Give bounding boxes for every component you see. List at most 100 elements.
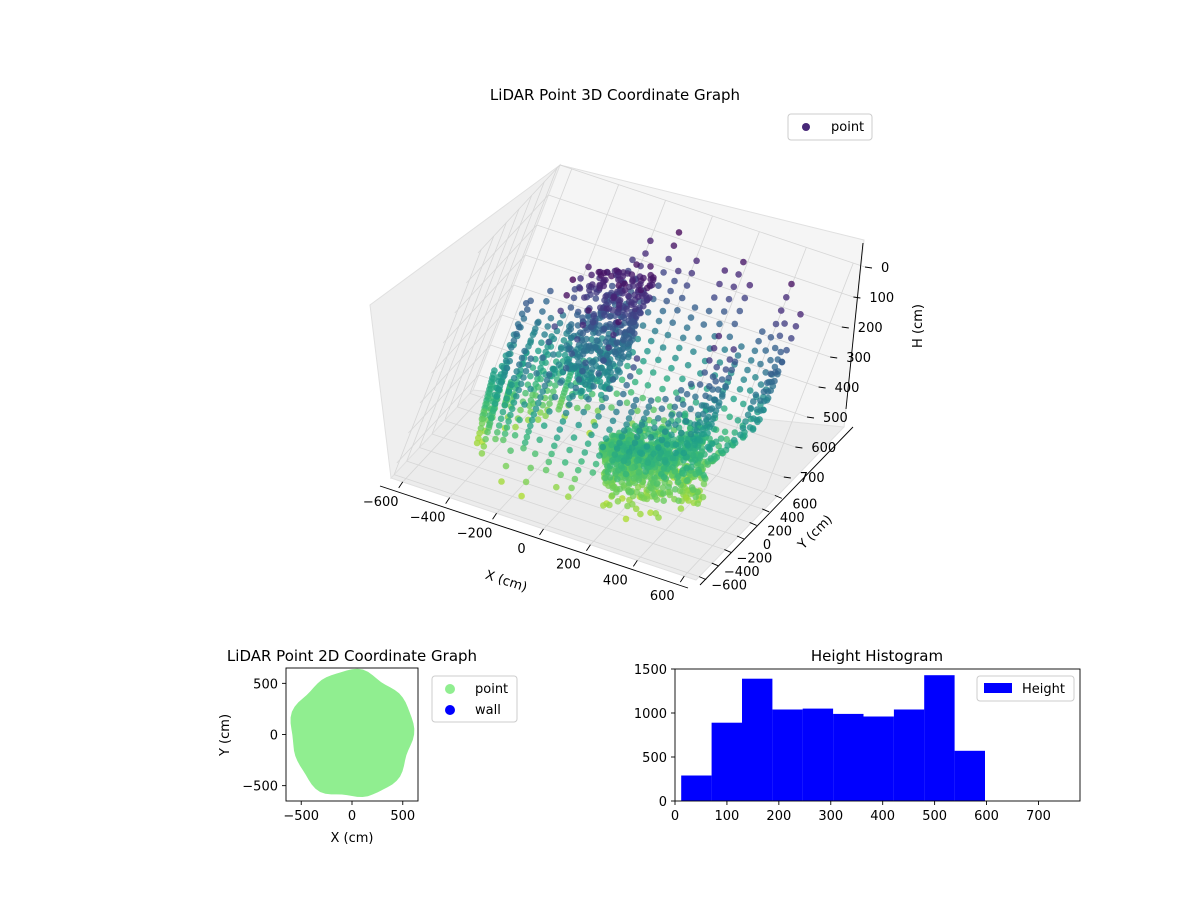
- x-tick-label: −200: [457, 526, 493, 541]
- lidar-point: [723, 436, 730, 443]
- histogram-y-tick-label: 1000: [634, 707, 667, 722]
- lidar-point: [606, 474, 614, 481]
- lidar-point: [640, 415, 648, 423]
- y-tick: [749, 522, 757, 526]
- lidar-point: [560, 337, 568, 344]
- lidar-point: [616, 360, 624, 367]
- lidar-point: [665, 420, 672, 427]
- lidar-point: [647, 484, 655, 492]
- z-tick-label: 500: [823, 411, 848, 426]
- lidar-point: [614, 455, 622, 463]
- z-gridline-back: [559, 164, 866, 268]
- lidar-point: [645, 403, 653, 411]
- lidar-point: [596, 348, 604, 356]
- lidar-point: [655, 444, 662, 451]
- lidar-point: [704, 429, 711, 437]
- lidar-point: [597, 383, 605, 390]
- lidar-point: [537, 394, 544, 401]
- lidar-point: [663, 297, 670, 305]
- lidar-point: [606, 426, 613, 434]
- lidar-point: [566, 401, 573, 408]
- lidar-point: [737, 431, 744, 439]
- 2d-x-tick-label: −500: [283, 809, 319, 824]
- z-gridline-side: [454, 224, 538, 314]
- lidar-point: [735, 271, 742, 278]
- lidar-point: [551, 323, 558, 330]
- lidar-point: [753, 406, 761, 413]
- lidar-point: [527, 385, 534, 393]
- lidar-point: [616, 399, 624, 407]
- lidar-point: [568, 321, 575, 328]
- lidar-point: [600, 277, 608, 284]
- 2d-ticks: −500 0 500 −500 0 500: [242, 677, 415, 824]
- lidar-point: [767, 356, 774, 364]
- lidar-point: [556, 426, 564, 433]
- 3d-legend-label: point: [831, 120, 864, 135]
- lidar-point: [675, 229, 683, 236]
- lidar-point: [626, 373, 634, 380]
- lidar-point: [596, 452, 603, 459]
- lidar-point: [603, 352, 611, 359]
- lidar-point: [528, 416, 536, 424]
- z-tick-label: 200: [858, 321, 883, 336]
- lidar-point: [603, 305, 610, 312]
- lidar-point: [567, 382, 575, 389]
- lidar-point: [521, 347, 528, 355]
- z-tick: [806, 416, 815, 419]
- z-tick: [783, 476, 791, 479]
- lidar-point: [744, 411, 752, 419]
- lidar-point: [687, 380, 695, 388]
- z-axis-label: H (cm): [911, 304, 926, 348]
- lidar-point: [788, 335, 795, 342]
- lidar-point: [623, 381, 630, 389]
- lidar-point: [639, 322, 647, 329]
- lidar-point: [521, 439, 529, 446]
- y-tick-label: 200: [767, 524, 792, 539]
- lidar-point: [725, 374, 732, 382]
- histogram-x-tick-label: 600: [974, 809, 999, 824]
- 2d-y-tick-label: −500: [242, 780, 278, 795]
- lidar-point: [657, 450, 664, 457]
- lidar-point: [505, 388, 513, 396]
- lidar-point: [566, 446, 573, 454]
- y-gridline-side: [406, 235, 495, 462]
- lidar-point: [602, 394, 609, 402]
- lidar-point: [536, 436, 543, 444]
- lidar-point: [700, 471, 707, 479]
- z-tick-label: 600: [811, 441, 836, 456]
- lidar-point: [730, 346, 737, 353]
- lidar-point: [630, 402, 638, 410]
- lidar-point: [515, 323, 523, 331]
- lidar-point: [632, 396, 640, 404]
- y-tick: [698, 576, 707, 581]
- lidar-point: [640, 357, 647, 365]
- lidar-point: [546, 408, 553, 415]
- lidar-point: [478, 450, 486, 457]
- lidar-point: [569, 276, 577, 284]
- lidar-point: [577, 275, 584, 282]
- lidar-point: [752, 391, 760, 399]
- lidar-point: [734, 417, 742, 424]
- histogram-axes-frame: [674, 668, 1081, 802]
- lidar-point: [511, 432, 519, 439]
- lidar-point: [651, 327, 659, 335]
- lidar-point: [685, 497, 692, 504]
- histogram-bar: [863, 716, 894, 801]
- lidar-point: [524, 306, 531, 313]
- lidar-point: [677, 387, 685, 394]
- histogram-y-tick-label: 0: [659, 795, 667, 810]
- lidar-point: [506, 357, 513, 365]
- lidar-point: [623, 421, 630, 428]
- lidar-point: [499, 408, 507, 416]
- lidar-point: [642, 250, 649, 257]
- lidar-point: [698, 402, 706, 409]
- lidar-point: [636, 427, 643, 435]
- lidar-point: [747, 357, 755, 364]
- lidar-point: [575, 421, 582, 429]
- lidar-point: [610, 331, 617, 339]
- lidar-point: [633, 313, 640, 320]
- lidar-point: [620, 353, 627, 361]
- histogram-x-tick-label: 400: [870, 809, 895, 824]
- lidar-point: [602, 474, 609, 482]
- lidar-point: [502, 462, 510, 470]
